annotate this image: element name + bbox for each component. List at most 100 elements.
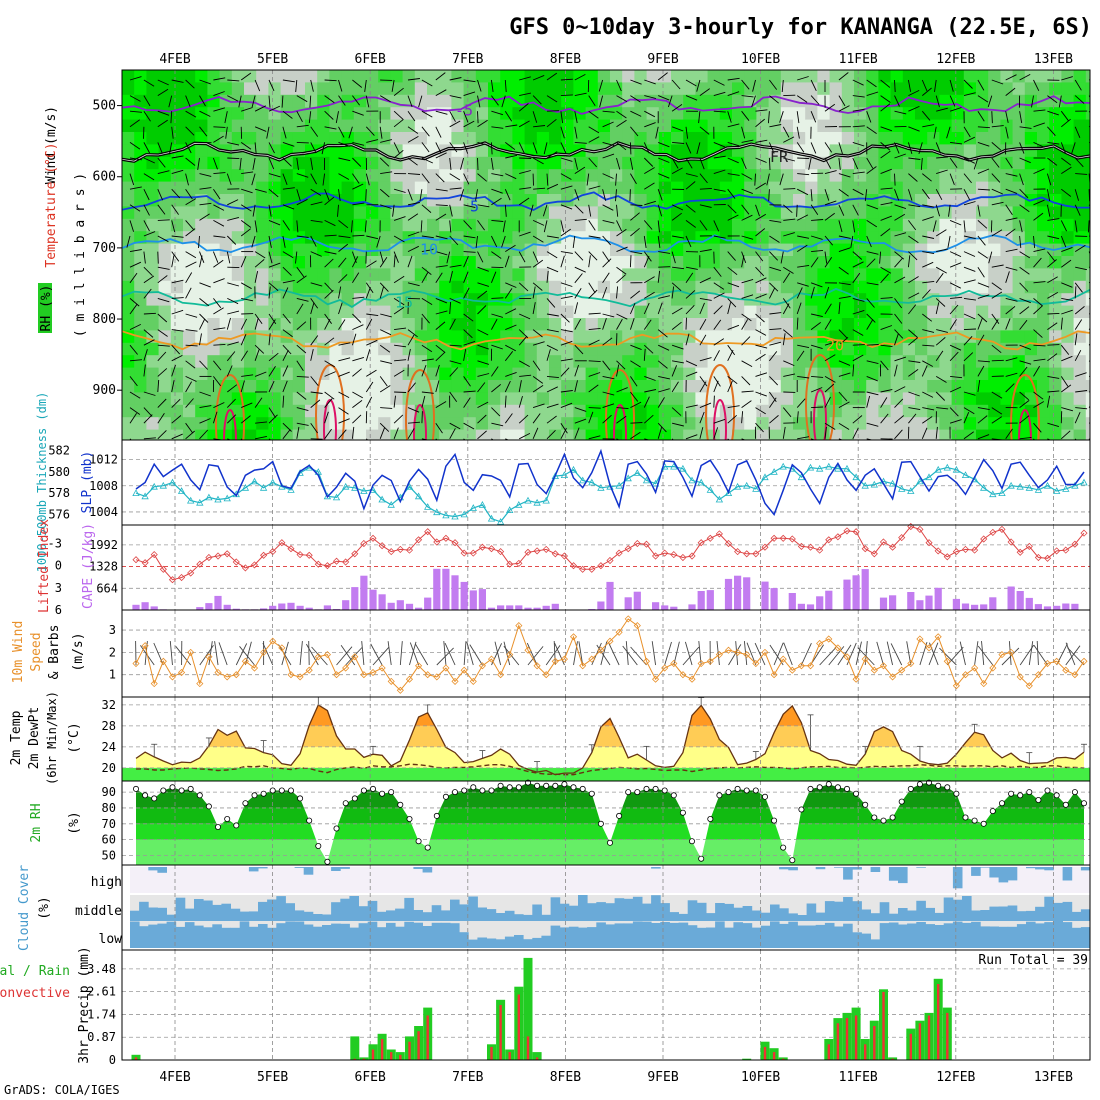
upper-wind-barb bbox=[630, 401, 642, 409]
upper-wind-barb bbox=[588, 255, 591, 268]
rh-cell bbox=[915, 404, 928, 418]
wind-barb bbox=[443, 641, 447, 666]
rh-cell bbox=[146, 404, 159, 418]
rh-cell bbox=[414, 218, 428, 232]
lifted-index-marker bbox=[961, 545, 970, 553]
upper-wind-barb bbox=[755, 266, 765, 277]
rh-cell bbox=[695, 404, 708, 418]
rh-cell bbox=[951, 132, 965, 145]
upper-wind-barb bbox=[268, 414, 278, 424]
rh-cell bbox=[1024, 355, 1038, 368]
rh-cell bbox=[329, 107, 342, 120]
upper-wind-barb bbox=[477, 401, 489, 408]
upper-wind-barb bbox=[143, 189, 150, 201]
wind-speed-marker bbox=[369, 668, 377, 677]
upper-wind-barb bbox=[643, 220, 653, 230]
upper-wind-barb bbox=[783, 204, 793, 214]
wind-barb bbox=[409, 642, 419, 666]
upper-wind-barb bbox=[407, 110, 416, 122]
upper-wind-barb bbox=[755, 109, 768, 112]
upper-wind-barb bbox=[1019, 391, 1029, 401]
upper-wind-barb bbox=[1047, 259, 1057, 268]
upper-wind-barb bbox=[1088, 391, 1090, 393]
upper-wind-barb bbox=[838, 329, 848, 339]
rh-cell bbox=[683, 206, 696, 220]
rh-cell bbox=[1000, 94, 1013, 108]
rh-cell bbox=[219, 280, 233, 294]
rh-marker bbox=[406, 816, 413, 823]
cape-bar bbox=[360, 575, 368, 610]
upper-wind-barb bbox=[602, 204, 614, 211]
rh-cell bbox=[427, 206, 440, 220]
wind-speed-marker bbox=[460, 666, 468, 674]
upper-wind-barb bbox=[713, 155, 726, 159]
rh-cell bbox=[195, 181, 208, 195]
rh-cell bbox=[500, 417, 513, 430]
rh-cell bbox=[1049, 280, 1062, 294]
rh-cell bbox=[317, 231, 330, 244]
rh-cell bbox=[207, 367, 220, 381]
upper-wind-barb bbox=[1074, 244, 1086, 252]
rh-cell bbox=[549, 429, 562, 440]
upper-wind-barb bbox=[672, 235, 684, 239]
upper-wind-barb bbox=[254, 317, 259, 330]
rh-cell bbox=[573, 82, 586, 96]
rh-cell bbox=[561, 355, 574, 368]
rh-cell bbox=[780, 318, 794, 331]
rh-cell bbox=[890, 392, 904, 406]
upper-wind-barb bbox=[768, 157, 771, 171]
upper-wind-barb bbox=[880, 202, 893, 206]
wind-speed-marker bbox=[296, 673, 304, 681]
wind-speed-marker bbox=[524, 646, 532, 654]
upper-wind-barb bbox=[616, 246, 628, 253]
rh-cell bbox=[878, 206, 891, 220]
upper-wind-barb bbox=[824, 157, 832, 169]
rh-cell bbox=[500, 169, 513, 182]
upper-wind-barb bbox=[560, 157, 573, 162]
rh-cell bbox=[585, 380, 599, 393]
rh-cell bbox=[256, 156, 269, 170]
upper-wind-barb bbox=[908, 89, 920, 97]
upper-wind-barb bbox=[755, 313, 765, 323]
rh-cell bbox=[963, 318, 977, 331]
upper-wind-barb bbox=[129, 323, 141, 331]
rh-marker bbox=[552, 782, 559, 789]
upper-wind-barb bbox=[143, 95, 151, 107]
rh-cell bbox=[158, 355, 172, 368]
upper-wind-barb bbox=[1005, 126, 1009, 139]
rh-cell bbox=[549, 82, 562, 96]
lifted-index-marker bbox=[870, 550, 878, 558]
upper-wind-barb bbox=[491, 407, 501, 417]
upper-wind-barb bbox=[866, 438, 874, 440]
rh-cell bbox=[305, 206, 318, 220]
rh-cell bbox=[1000, 169, 1013, 182]
upper-wind-barb bbox=[602, 258, 612, 268]
rh-cell bbox=[463, 380, 477, 393]
thickness-marker bbox=[588, 478, 596, 486]
rh-marker bbox=[1035, 797, 1042, 804]
upper-wind-barb bbox=[977, 126, 990, 129]
rh-cell bbox=[610, 70, 623, 83]
rh-cell bbox=[524, 305, 538, 319]
rh-cell bbox=[1085, 318, 1090, 331]
rh-cell bbox=[292, 392, 306, 406]
rh-cell bbox=[768, 256, 782, 269]
cape-tick-label: 664 bbox=[96, 581, 118, 595]
rh-cell bbox=[378, 429, 391, 440]
upper-wind-barb bbox=[199, 173, 212, 177]
upper-wind-barb bbox=[602, 153, 615, 159]
rh-cell bbox=[927, 231, 940, 244]
upper-wind-barb bbox=[296, 297, 309, 302]
rh-cell bbox=[1012, 70, 1026, 83]
upper-wind-barb bbox=[977, 318, 983, 330]
upper-wind-barb bbox=[435, 344, 446, 353]
rh-cell bbox=[231, 82, 245, 96]
upper-wind-barb bbox=[463, 390, 476, 393]
rh-cell bbox=[683, 417, 696, 430]
cape-bar bbox=[351, 587, 359, 610]
rh-marker bbox=[780, 844, 787, 851]
rh-cell bbox=[1085, 404, 1090, 418]
lifted-index-marker bbox=[579, 565, 587, 573]
rh-cell bbox=[524, 256, 538, 269]
rh-cell bbox=[683, 355, 696, 368]
